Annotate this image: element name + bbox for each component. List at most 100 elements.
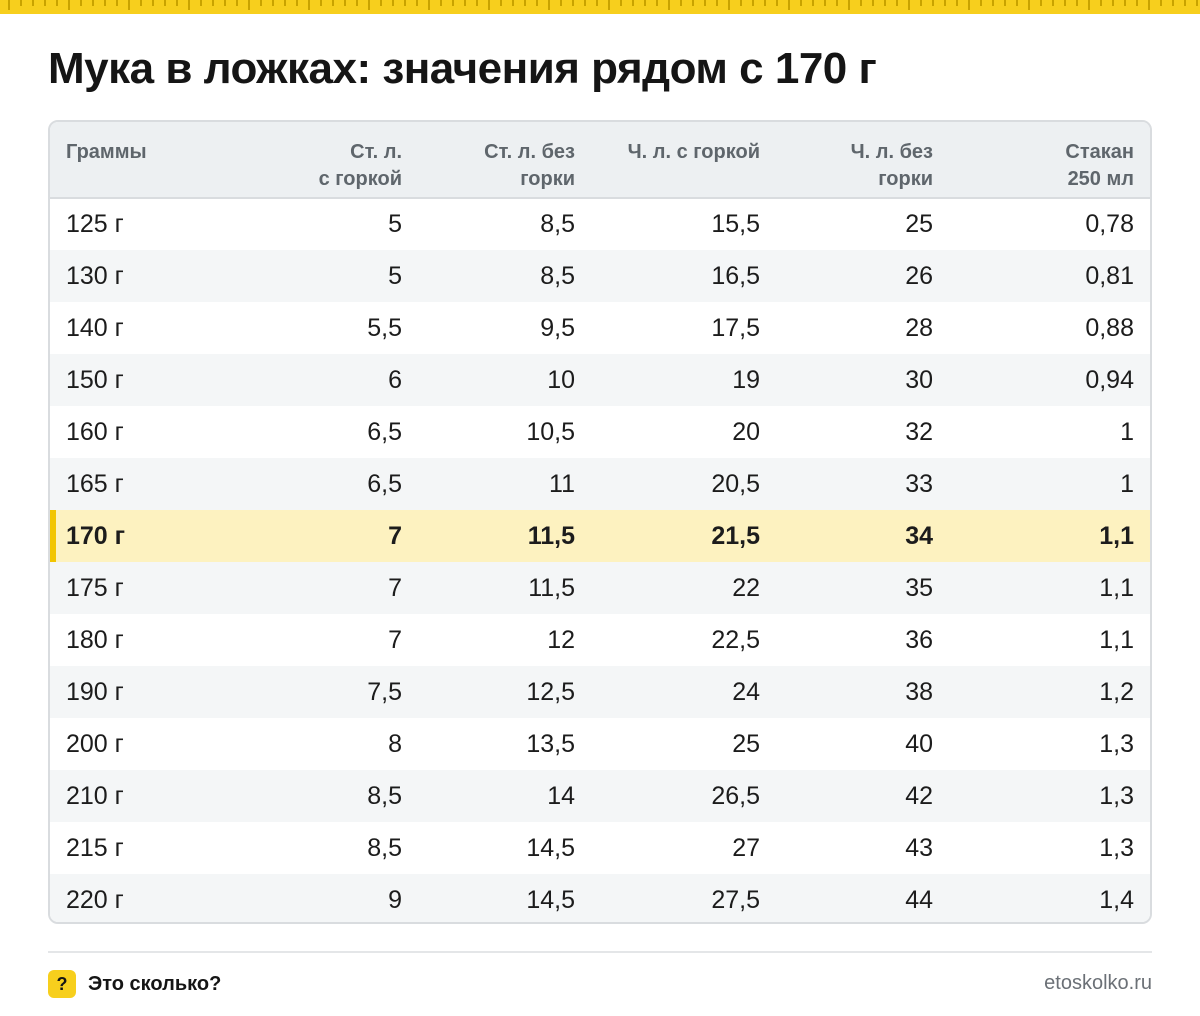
header-tbsp-heaped: Ст. л. с горкой [200,122,418,199]
ruler-tick [560,0,562,6]
ruler-tick [872,0,874,6]
ruler-tick [1004,0,1006,6]
row-value-cell: 11,5 [527,521,575,550]
row-value-cell: 20,5 [711,469,760,498]
row-value-cell: 28 [905,313,933,342]
row-value-cell: 42 [905,781,933,810]
table-body: 125 г 5 8,5 15,5 25 0,78 130 г 5 8,5 16,5 26 0,81 14… [50,198,1150,922]
ruler-tick [272,0,274,6]
ruler-tick [752,0,754,6]
row-value-cell: 0,81 [1085,261,1134,290]
header-tsp-heaped: Ч. л. с горкой [591,122,776,199]
row-value-cell: 9,5 [540,313,575,342]
ruler-tick [428,0,430,10]
ruler-tick [536,0,538,6]
ruler-tick [344,0,346,6]
ruler-tick [80,0,82,6]
ruler-tick [452,0,454,6]
row-value-cell: 20 [732,417,760,446]
ruler-tick [248,0,250,10]
ruler-tick [380,0,382,6]
row-value-cell: 24 [732,677,760,706]
ruler-tick [1100,0,1102,6]
table-row: 150 г 6 10 19 30 0,94 [50,354,1150,406]
ruler-tick [800,0,802,6]
row-value-cell: 26 [905,261,933,290]
row-value-cell: 34 [905,521,933,550]
ruler-tick [320,0,322,6]
row-grams-cell: 140 г [66,313,124,342]
row-value-cell: 27,5 [711,885,760,914]
row-value-cell: 0,78 [1085,210,1134,238]
ruler-tick [1016,0,1018,6]
brand: ? Это сколько? [48,969,221,999]
row-value-cell: 7 [388,573,402,602]
ruler-tick [668,0,670,10]
row-grams-cell: 170 г [50,510,200,562]
row-value-cell: 0,88 [1085,313,1134,342]
row-grams-cell: 130 г [66,261,124,290]
ruler-tick [296,0,298,6]
table-row: 200 г 8 13,5 25 40 1,3 [50,718,1150,770]
row-value-cell: 8,5 [540,261,575,290]
ruler-tick [176,0,178,6]
ruler-tick [1124,0,1126,6]
row-value-cell: 38 [905,677,933,706]
ruler-tick [308,0,310,10]
table-row: 125 г 5 8,5 15,5 25 0,78 [50,198,1150,250]
row-value-cell: 1,1 [1099,573,1134,602]
ruler-tick [416,0,418,6]
ruler-tick [1076,0,1078,6]
row-value-cell: 21,5 [711,521,760,550]
row-value-cell: 19 [732,365,760,394]
ruler-tick [128,0,130,10]
row-value-cell: 1,4 [1099,885,1134,914]
row-value-cell: 5 [388,210,402,238]
row-value-cell: 5 [388,261,402,290]
table-row: 130 г 5 8,5 16,5 26 0,81 [50,250,1150,302]
ruler-tick [116,0,118,6]
ruler-tick [728,0,730,10]
ruler-tick [200,0,202,6]
ruler-tick [908,0,910,10]
row-value-cell: 13,5 [526,729,575,758]
ruler-tick [740,0,742,6]
ruler-tick [1112,0,1114,6]
row-value-cell: 30 [905,365,933,394]
ruler-tick [1160,0,1162,6]
ruler-tick [824,0,826,6]
ruler-tick [572,0,574,6]
table-row: 165 г 6,5 11 20,5 33 1 [50,458,1150,510]
ruler-tick [812,0,814,6]
row-value-cell: 1,3 [1099,729,1134,758]
ruler-tick [392,0,394,6]
row-value-cell: 43 [905,833,933,862]
ruler-tick [608,0,610,10]
row-value-cell: 8 [388,729,402,758]
ruler-tick [1088,0,1090,10]
ruler-tick [632,0,634,6]
ruler-tick [896,0,898,6]
ruler-tick [224,0,226,6]
ruler-tick [476,0,478,6]
ruler-tick [596,0,598,6]
ruler-tick [692,0,694,6]
ruler-tick [956,0,958,6]
ruler-tick [656,0,658,6]
row-value-cell: 5,5 [367,313,402,342]
ruler-tick [1196,0,1198,6]
row-grams-cell: 180 г [66,625,124,654]
row-value-cell: 1,3 [1099,781,1134,810]
row-value-cell: 7 [388,625,402,654]
table-row: 170 г 7 11,5 21,5 34 1,1 [50,510,1150,562]
table-row: 160 г 6,5 10,5 20 32 1 [50,406,1150,458]
page-title: Мука в ложках: значения рядом с 170 г [48,44,877,93]
row-grams-cell: 125 г [66,210,124,238]
row-value-cell: 25 [905,210,933,238]
row-value-cell: 10,5 [526,417,575,446]
ruler-tick [464,0,466,6]
ruler-tick [776,0,778,6]
row-value-cell: 25 [732,729,760,758]
ruler-tick [284,0,286,6]
table-row: 210 г 8,5 14 26,5 42 1,3 [50,770,1150,822]
